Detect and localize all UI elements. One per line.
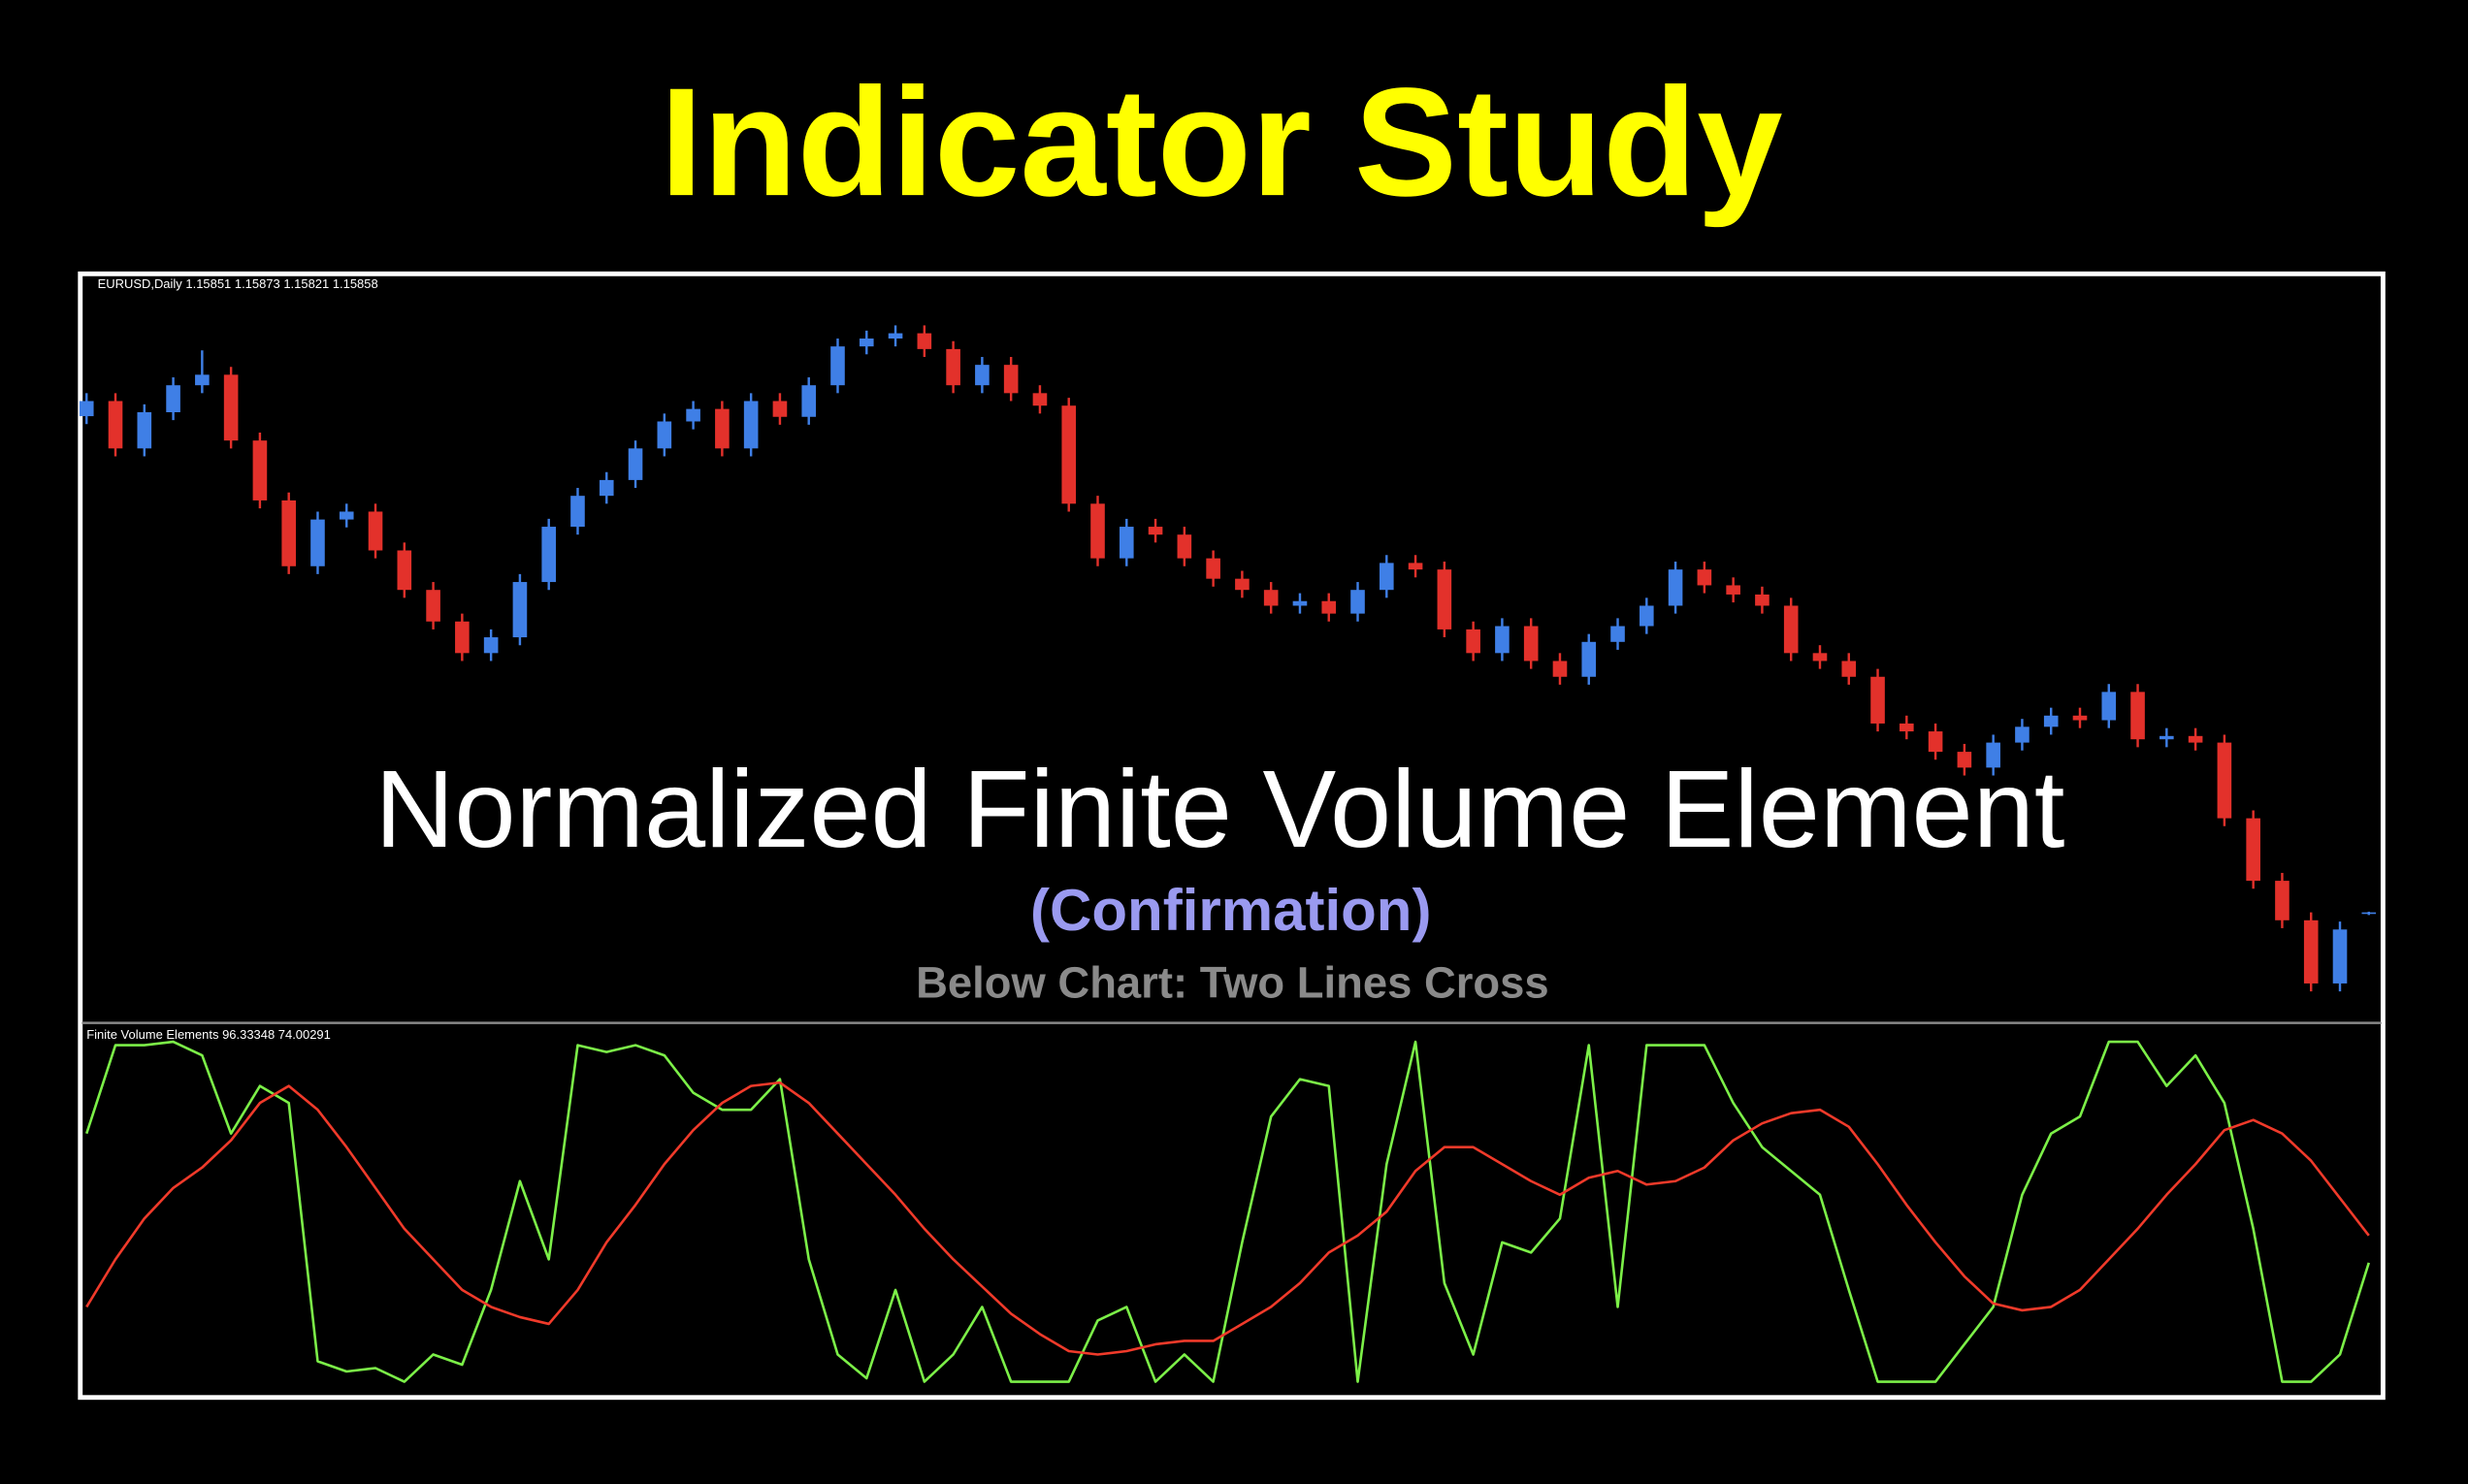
candle-body [541,527,557,583]
candle-body [1292,600,1308,606]
overlay-heading: Normalized Finite Volume Element [374,748,2064,871]
candle-body [1928,731,1943,753]
candle-body [1986,742,2000,768]
candle-body [1090,503,1105,559]
candle-body [888,333,903,339]
candle-body [743,401,759,449]
candle-body [1263,590,1279,606]
candle-body [946,348,960,386]
candle-body [368,511,383,551]
candle-body [2101,692,2117,721]
indicator-line [85,1081,2370,1356]
candle-body [512,582,528,638]
candle-body [1177,534,1192,559]
candle-body [2332,929,2348,984]
candle-body [2043,715,2059,727]
candle-body [1495,626,1510,654]
candle-body [1552,661,1568,677]
candle-body [570,496,585,528]
candle-body [1726,585,1740,595]
candle-body [1032,393,1048,406]
candle-body [1668,569,1683,606]
candle-body [628,448,643,480]
candle-body [1812,653,1828,661]
candle-body [223,374,239,441]
candle-body [281,500,296,566]
candle-body [426,590,440,622]
candle-body [715,408,730,449]
candle-body [1900,723,1914,732]
candle-body [1466,629,1480,654]
candle-body [1379,563,1394,591]
candle-body [483,637,499,654]
candle-body [1003,365,1019,394]
candle-body [599,479,614,497]
candle-body [2160,735,2174,740]
candle-body [1437,569,1452,629]
candle-body [252,440,268,500]
candle-body [339,511,354,520]
candle-body [397,550,412,591]
candle-body [975,365,990,386]
candle-body [772,401,788,417]
candle-body [1235,578,1250,591]
candle-body [1610,626,1625,642]
candle-body [2361,912,2377,915]
candle-body [2188,735,2203,743]
candle-body [166,385,180,413]
page-title: Indicator Study [660,55,1782,228]
candle-body [1350,590,1365,614]
chart-frame [78,271,2386,1401]
candle-body [1581,641,1597,677]
candle-body [1841,661,1857,677]
candle-body [830,346,845,386]
candle-body [2217,742,2232,819]
overlay-note: Below Chart: Two Lines Cross [916,958,1549,1008]
candle-body [1321,600,1337,614]
candle-body [2275,881,2289,920]
candle-body [1119,527,1134,559]
candle-body [917,333,932,349]
indicator-header: Finite Volume Elements 96.33348 74.00291 [86,1027,331,1042]
candle-body [2246,818,2260,882]
marks [79,325,2377,1383]
candle-body [1697,569,1712,586]
overlay-subheading: (Confirmation) [1030,878,1431,943]
candle-body [859,339,874,347]
candle-body [455,621,470,654]
candle-body [310,519,325,566]
candle-body [1957,752,1972,768]
candle-body [2072,715,2088,721]
candle-body [1061,405,1077,504]
candle-body [1783,605,1799,654]
candle-body [1870,676,1885,724]
candle-body [657,421,672,449]
candle-body [137,412,152,449]
candle-body [2303,919,2319,984]
candle-body [1755,594,1770,606]
candle-body [1408,563,1423,570]
candle-body [79,401,94,417]
candle-body [1523,626,1539,661]
candle-body [801,385,817,417]
candle-body [2015,726,2030,743]
candle-body [1148,527,1163,535]
candle-body [195,374,210,386]
candle-body [2130,692,2145,740]
candle-body [108,401,123,449]
candle-body [1206,558,1220,579]
price-header: EURUSD,Daily 1.15851 1.15873 1.15821 1.1… [98,276,378,291]
candle-body [1640,605,1654,627]
candle-body [686,408,700,422]
indicator-line [85,1040,2371,1383]
